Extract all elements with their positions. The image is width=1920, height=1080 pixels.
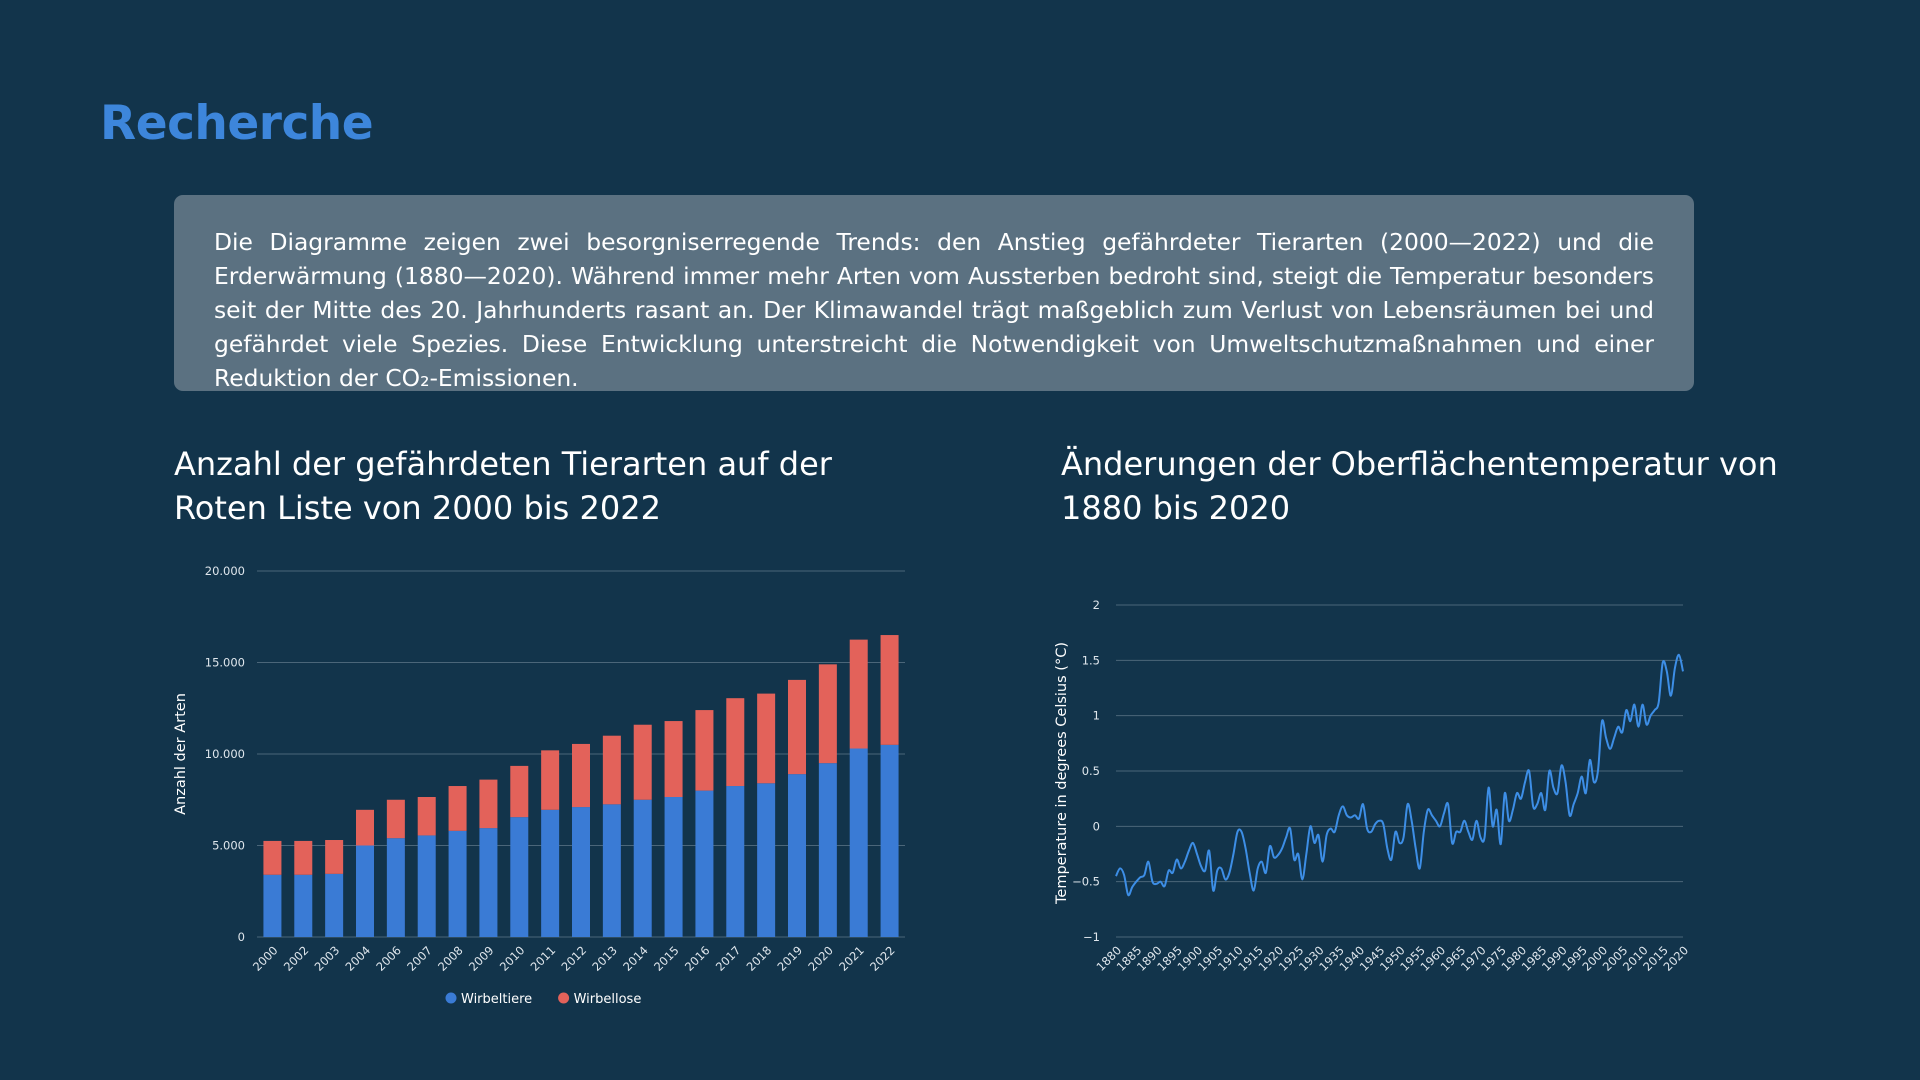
species-x-tick: 2011 [528, 943, 559, 974]
species-y-tick: 10.000 [205, 747, 245, 761]
bar-invertebrates [572, 743, 590, 808]
bar-invertebrates [325, 840, 344, 874]
bar-vertebrates [633, 799, 652, 937]
species-x-tick: 2021 [836, 943, 867, 974]
bar-invertebrates [263, 840, 282, 875]
species-x-tick: 2022 [867, 943, 898, 974]
bar-invertebrates [386, 799, 405, 839]
summary-text: Die Diagramme zeigen zwei besorgniserreg… [214, 228, 1654, 392]
temperature-chart-title: Änderungen der Oberflächentemperatur von… [1061, 445, 1778, 527]
bar-invertebrates [356, 809, 374, 846]
temperature-y-tick: 0 [1093, 819, 1100, 833]
bar-vertebrates [695, 790, 714, 937]
species-x-tick: 2013 [589, 943, 620, 974]
species-x-tick: 2003 [312, 943, 343, 974]
bar-vertebrates [818, 763, 837, 937]
bar-invertebrates [695, 710, 714, 791]
bar-invertebrates [479, 779, 498, 829]
bar-vertebrates [294, 874, 313, 937]
bar-vertebrates [849, 748, 868, 937]
species-x-tick: 2008 [435, 943, 466, 974]
bar-vertebrates [417, 835, 436, 937]
species-x-tick: 2020 [805, 943, 836, 974]
bar-invertebrates [726, 698, 745, 787]
bar-invertebrates [541, 750, 560, 810]
bar-invertebrates [633, 724, 652, 800]
legend-vertebrates-label: Wirbeltiere [461, 992, 532, 1007]
bar-vertebrates [448, 830, 467, 937]
bar-vertebrates [788, 774, 806, 937]
bar-invertebrates [294, 840, 313, 875]
legend-invertebrates-marker [558, 992, 570, 1004]
species-y-tick: 20.000 [205, 564, 245, 578]
bar-vertebrates [664, 797, 683, 937]
temperature-y-tick: −1 [1083, 930, 1100, 944]
bar-vertebrates [325, 873, 344, 937]
species-x-tick: 2017 [713, 943, 744, 974]
bar-invertebrates [602, 735, 621, 805]
species-x-tick: 2016 [682, 943, 713, 974]
species-x-tick: 2006 [373, 943, 404, 974]
temperature-line [1115, 653, 1684, 897]
bar-vertebrates [510, 817, 529, 937]
species-x-tick: 2015 [651, 943, 682, 974]
species-chart-title: Anzahl der gefährdeten Tierarten auf der… [174, 445, 832, 527]
temperature-y-tick: −0.5 [1072, 875, 1100, 889]
bar-vertebrates [572, 807, 590, 937]
temperature-y-axis-label: Temperature in degrees Celsius (°C) [1054, 642, 1070, 905]
bar-vertebrates [386, 838, 405, 937]
temperature-y-tick: 1 [1093, 709, 1100, 723]
species-y-tick: 0 [238, 930, 245, 944]
temperature-y-tick: 0.5 [1082, 764, 1100, 778]
species-x-tick: 2019 [775, 943, 806, 974]
species-y-axis-label: Anzahl der Arten [173, 693, 189, 815]
species-x-tick: 2014 [620, 943, 651, 974]
bar-invertebrates [849, 639, 868, 749]
species-x-tick: 2012 [559, 943, 590, 974]
species-x-tick: 2004 [343, 943, 374, 974]
page-title: Recherche [100, 96, 374, 151]
summary-box: Die Diagramme zeigen zwei besorgniserreg… [174, 195, 1694, 392]
legend-invertebrates-label: Wirbellose [574, 992, 642, 1007]
bar-vertebrates [602, 804, 621, 937]
bar-vertebrates [263, 874, 282, 937]
bar-vertebrates [479, 828, 498, 937]
legend-vertebrates-marker [445, 992, 457, 1004]
bar-invertebrates [417, 797, 436, 836]
species-x-tick: 2018 [744, 943, 775, 974]
species-y-tick: 5.000 [212, 839, 245, 853]
bar-vertebrates [541, 809, 560, 937]
temperature-y-tick: 1.5 [1082, 653, 1100, 667]
species-x-tick: 2007 [404, 943, 435, 974]
bar-invertebrates [788, 679, 806, 775]
bar-vertebrates [726, 786, 745, 937]
bar-invertebrates [448, 786, 467, 831]
temperature-y-tick: 2 [1093, 598, 1100, 612]
species-y-tick: 15.000 [205, 656, 245, 670]
bar-invertebrates [664, 721, 683, 798]
species-x-tick: 2000 [250, 943, 281, 974]
bar-invertebrates [510, 765, 529, 818]
species-x-tick: 2002 [281, 943, 312, 974]
bar-invertebrates [880, 635, 899, 745]
bar-invertebrates [757, 693, 776, 784]
bar-vertebrates [356, 845, 374, 937]
species-x-tick: 2009 [466, 943, 497, 974]
bar-vertebrates [757, 783, 776, 937]
bar-vertebrates [880, 744, 899, 937]
species-x-tick: 2010 [497, 943, 528, 974]
bar-invertebrates [818, 664, 837, 764]
